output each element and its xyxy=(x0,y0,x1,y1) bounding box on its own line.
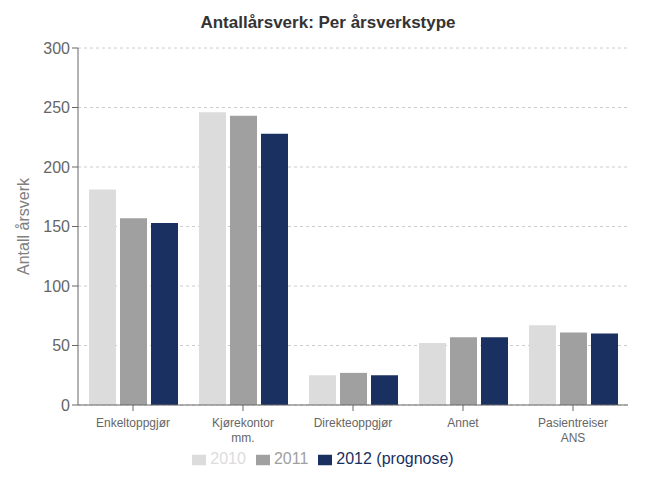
svg-text:Kjørekontormm.: Kjørekontormm. xyxy=(212,416,274,445)
svg-text:PasientreiserANS: PasientreiserANS xyxy=(538,416,608,445)
svg-text:50: 50 xyxy=(52,337,70,354)
html-text:Antallårsverk: Per årsverkstyp: Antallårsverk: Per årsverkstype xyxy=(200,13,456,32)
svg-text:100: 100 xyxy=(43,278,70,295)
svg-text:250: 250 xyxy=(43,99,70,116)
svg-text:300: 300 xyxy=(43,40,70,57)
svg-text:Direkteoppgjør: Direkteoppgjør xyxy=(314,416,393,430)
html-text:2010: 2010 xyxy=(210,450,246,467)
svg-text:Antall årsverk: Antall årsverk xyxy=(15,177,32,275)
html-text:2011: 2011 xyxy=(273,450,309,467)
svg-text:Enkeltoppgjør: Enkeltoppgjør xyxy=(96,416,170,430)
svg-text:200: 200 xyxy=(43,159,70,176)
svg-text:0: 0 xyxy=(61,397,70,414)
html-text:2012 (prognose): 2012 (prognose) xyxy=(336,450,454,467)
svg-text:Annet: Annet xyxy=(447,416,479,430)
svg-text:150: 150 xyxy=(43,218,70,235)
